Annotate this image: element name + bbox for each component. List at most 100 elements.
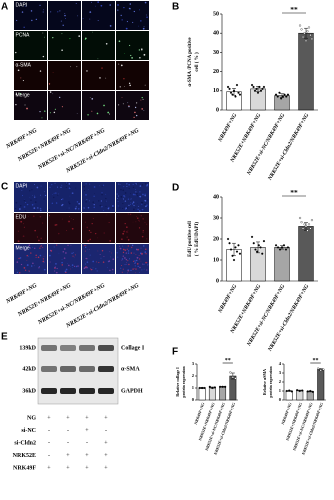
- cell-spot: [109, 4, 111, 6]
- data-point: [280, 246, 284, 249]
- cell-spot: [136, 248, 138, 251]
- data-point: [296, 389, 299, 392]
- data-point: [229, 371, 232, 374]
- cell-spot: [39, 215, 42, 218]
- cell-spot: [43, 255, 45, 257]
- cell-spot: [40, 245, 42, 247]
- cell-spot: [54, 240, 56, 242]
- cell-spot: [92, 217, 94, 220]
- cell-spot: [84, 244, 86, 246]
- row-label: DAPI: [16, 183, 28, 189]
- cell-spot: [93, 186, 96, 188]
- cell-spot: [20, 220, 23, 223]
- cell-spot: [23, 210, 25, 212]
- cell-spot: [89, 238, 91, 241]
- condition-label: si-NC: [21, 428, 36, 434]
- cell-spot: [24, 210, 27, 212]
- cell-spot: [92, 267, 94, 269]
- data-point: [276, 95, 279, 98]
- row-label: EDU: [16, 214, 27, 220]
- cell-spot: [64, 14, 66, 17]
- cell-spot: [138, 210, 141, 212]
- cell-spot: [137, 248, 139, 251]
- cell-spot: [136, 195, 139, 197]
- micrograph: [82, 1, 115, 30]
- cell-spot: [53, 246, 55, 248]
- cell-spot: [84, 250, 86, 252]
- cell-spot: [67, 220, 69, 222]
- cell-spot: [65, 186, 67, 188]
- protein-label: α-SMA: [121, 366, 140, 372]
- row-label: Merge: [16, 245, 30, 251]
- cell-spot: [124, 192, 127, 194]
- cell-spot: [111, 252, 112, 254]
- cell-spot: [142, 230, 144, 232]
- cell-spot: [60, 186, 62, 188]
- cell-spot: [83, 185, 86, 188]
- cell-spot: [61, 33, 63, 35]
- cell-spot: [23, 249, 26, 251]
- cell-spot: [87, 239, 90, 242]
- cell-spot: [116, 252, 118, 254]
- cell-spot: [61, 219, 63, 220]
- cell-spot: [34, 196, 36, 198]
- data-point: [306, 229, 309, 232]
- cell-spot: [137, 183, 139, 184]
- cell-spot: [103, 210, 105, 211]
- data-point: [311, 390, 314, 393]
- cell-spot: [100, 257, 102, 259]
- cell-spot: [66, 208, 68, 210]
- cell-spot: [134, 262, 137, 264]
- cell-spot: [139, 185, 142, 187]
- data-point: [226, 85, 230, 89]
- cell-spot: [65, 268, 68, 271]
- cell-spot: [141, 96, 143, 99]
- cell-spot: [16, 271, 19, 274]
- data-point: [298, 24, 302, 27]
- cell-spot: [138, 9, 140, 11]
- cell-spot: [99, 204, 102, 207]
- cell-spot: [33, 247, 36, 250]
- cell-spot: [132, 201, 135, 203]
- cell-spot: [23, 199, 26, 202]
- data-point: [259, 89, 263, 92]
- cell-spot: [34, 194, 36, 196]
- cell-spot: [52, 193, 53, 195]
- cell-spot: [132, 183, 134, 185]
- cell-spot: [124, 264, 126, 266]
- micrograph: [116, 31, 149, 60]
- cell-spot: [77, 265, 79, 267]
- cell-spot: [132, 186, 135, 189]
- micrograph: [48, 213, 81, 243]
- cell-spot: [130, 193, 131, 195]
- cell-spot: [143, 110, 145, 111]
- cell-spot: [134, 260, 136, 262]
- cell-spot: [128, 105, 130, 108]
- cell-spot: [29, 247, 32, 249]
- condition-sign: -: [48, 453, 50, 459]
- cell-spot: [120, 267, 122, 269]
- cell-spot: [30, 10, 33, 12]
- cell-spot: [49, 254, 51, 257]
- cell-spot: [54, 224, 57, 226]
- cell-spot: [52, 37, 54, 39]
- cell-spot: [127, 102, 129, 104]
- cell-spot: [49, 249, 52, 252]
- micrograph: [82, 182, 115, 212]
- data-point: [309, 227, 312, 230]
- data-point: [300, 28, 303, 31]
- cell-spot: [55, 271, 58, 274]
- cell-spot: [83, 189, 86, 192]
- cell-spot: [103, 256, 105, 257]
- cell-spot: [126, 21, 128, 23]
- cell-spot: [125, 230, 128, 233]
- cell-spot: [86, 266, 88, 269]
- cell-spot: [136, 256, 139, 259]
- data-point: [288, 389, 291, 392]
- cell-spot: [131, 56, 133, 59]
- cell-spot: [43, 9, 44, 11]
- data-point: [234, 95, 237, 98]
- cell-spot: [101, 185, 103, 187]
- cell-spot: [137, 208, 139, 211]
- cell-spot: [127, 250, 130, 252]
